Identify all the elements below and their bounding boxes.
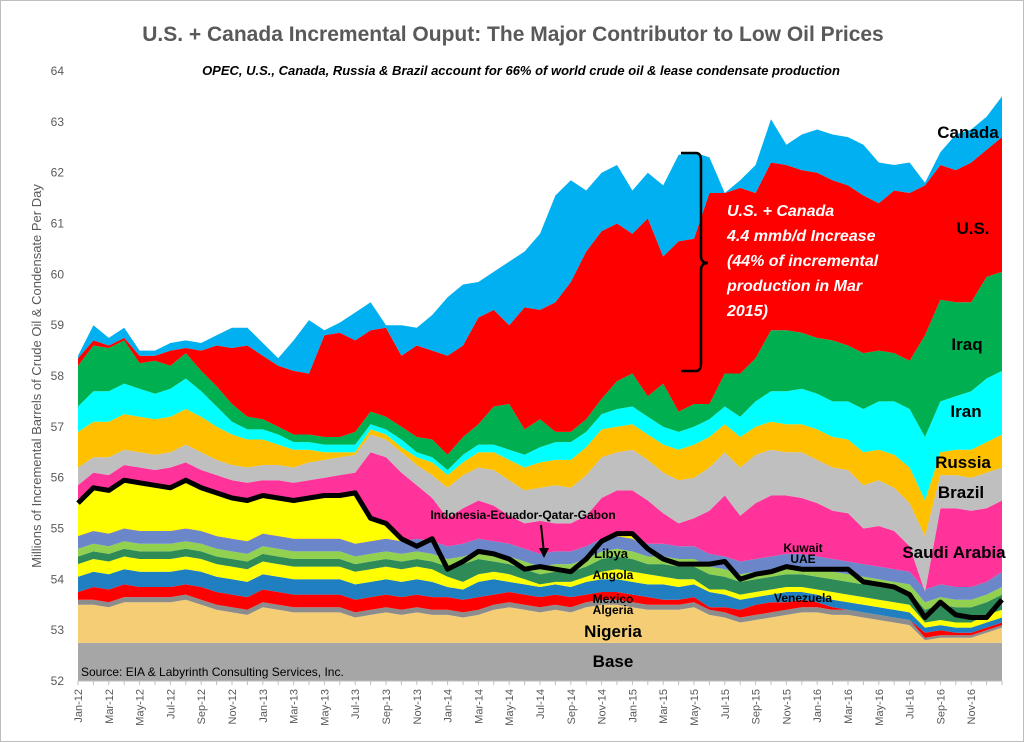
x-tick-label: Jan-13 xyxy=(258,689,270,723)
x-tick-label: Mar-14 xyxy=(473,689,485,724)
series-label-angola: Angola xyxy=(593,568,634,582)
y-tick-label: 54 xyxy=(51,572,65,586)
x-tick-label: May-12 xyxy=(135,689,147,726)
annotation-line-1: U.S. + Canada xyxy=(727,203,834,220)
x-tick-label: Jul-15 xyxy=(720,689,732,719)
x-tick-label: Nov-12 xyxy=(227,689,239,724)
y-tick-label: 58 xyxy=(51,369,65,383)
chart-title: U.S. + Canada Incremental Ouput: The Maj… xyxy=(142,23,884,46)
area-libya xyxy=(78,556,1002,628)
annotation-bracket xyxy=(681,151,709,373)
x-tick-label: Jul-13 xyxy=(350,689,362,719)
series-label-brazil: Brazil xyxy=(938,483,984,502)
x-tick-label: Sep-12 xyxy=(196,689,208,724)
area-saudi-arabia xyxy=(78,452,1002,592)
y-tick-label: 52 xyxy=(51,674,65,688)
x-tick-label: Jul-14 xyxy=(535,689,547,719)
y-tick-label: 61 xyxy=(51,217,65,231)
line-indonesia-ecuador-qatar-gabon xyxy=(76,477,1004,620)
y-tick-label: 62 xyxy=(51,166,65,180)
series-label-indonesia-ecuador-qatar-gabon: Indonesia-Ecuador-Qatar-Gabon xyxy=(430,508,615,522)
series-label-iran: Iran xyxy=(950,402,981,421)
y-axis-label: Millions of Incremental Barrels of Crude… xyxy=(29,184,44,568)
chart-subtitle: OPEC, U.S., Canada, Russia & Brazil acco… xyxy=(202,63,840,78)
x-tick-label: May-14 xyxy=(504,689,516,726)
x-tick-label: Jan-12 xyxy=(73,689,85,723)
x-tick-label: Mar-16 xyxy=(843,689,855,724)
series-label-canada: Canada xyxy=(937,123,999,142)
area-venezuela xyxy=(78,548,1002,623)
area-uae xyxy=(78,541,1002,610)
x-tick-label: Mar-13 xyxy=(289,689,301,724)
series-label-u-s-: U.S. xyxy=(956,219,989,238)
area-iran xyxy=(78,370,1002,501)
x-tick-label: Jan-14 xyxy=(443,689,455,723)
x-tick-label: Sep-16 xyxy=(935,689,947,724)
series-label-libya: Libya xyxy=(594,546,629,561)
x-tick-label: Nov-13 xyxy=(412,689,424,724)
x-tick-label: Jul-12 xyxy=(165,689,177,719)
y-tick-label: 60 xyxy=(51,267,65,281)
x-tick-label: Sep-13 xyxy=(381,689,393,724)
y-tick-label: 63 xyxy=(51,115,65,129)
y-tick-label: 57 xyxy=(51,420,65,434)
x-tick-label: Nov-14 xyxy=(597,689,609,724)
area-algeria xyxy=(78,594,1002,641)
series-label-nigeria: Nigeria xyxy=(584,622,642,641)
series-label-iraq: Iraq xyxy=(951,335,982,354)
y-tick-label: 53 xyxy=(51,623,65,637)
area-nigeria xyxy=(78,599,1002,643)
annotation-line-3: (44% of incremental xyxy=(727,253,879,270)
area-base xyxy=(78,642,1002,681)
area-libya-upper xyxy=(78,480,1002,618)
indonesia-pointer-arrow xyxy=(539,524,549,558)
annotation-text: U.S. + Canada 4.4 mmb/d Increase (44% of… xyxy=(726,203,879,320)
series-label-kuwait: Kuwait xyxy=(783,541,822,555)
annotation-line-2: 4.4 mmb/d Increase xyxy=(726,228,876,245)
y-tick-label: 55 xyxy=(51,522,65,536)
area-mexico xyxy=(78,584,1002,638)
x-tick-label: Sep-15 xyxy=(751,689,763,724)
series-label-saudi-arabia: Saudi Arabia xyxy=(902,543,1006,562)
area-u-s- xyxy=(78,137,1002,455)
series-label-algeria: Algeria xyxy=(593,603,634,617)
x-tick-label: May-16 xyxy=(874,689,886,726)
annotation-line-4: production in Mar xyxy=(726,278,863,295)
annotation-line-5: 2015) xyxy=(726,303,768,320)
series-label-venezuela: Venezuela xyxy=(774,591,832,605)
series-label-base: Base xyxy=(593,652,634,671)
x-tick-label: Mar-12 xyxy=(104,689,116,724)
axes: 52 53 54 55 56 57 58 59 60 61 62 63 64 Jan-12 Mar-12 Ma… xyxy=(51,64,1003,726)
area-canada xyxy=(78,96,1002,374)
x-tick-label: Sep-14 xyxy=(566,689,578,724)
x-tick-label: Jan-15 xyxy=(627,689,639,723)
area-angola xyxy=(78,569,1002,633)
x-tick-label: Nov-15 xyxy=(781,689,793,724)
series-label-mexico: Mexico xyxy=(593,592,634,606)
x-tick-label: Jan-16 xyxy=(812,689,824,723)
y-tick-label: 56 xyxy=(51,471,65,485)
y-tick-label: 59 xyxy=(51,318,65,332)
area-iraq xyxy=(78,271,1002,470)
area-russia xyxy=(78,409,1002,537)
series-label-russia: Russia xyxy=(935,453,991,472)
x-tick-label: Nov-16 xyxy=(966,689,978,724)
x-tick-label: May-13 xyxy=(319,689,331,726)
y-tick-label: 64 xyxy=(51,64,65,78)
x-tick-label: May-15 xyxy=(689,689,701,726)
source-note: Source: EIA & Labyrinth Consulting Servi… xyxy=(81,665,344,679)
plot-area xyxy=(76,96,1004,681)
x-tick-label: Mar-15 xyxy=(658,689,670,724)
area-brazil xyxy=(78,434,1002,592)
x-tick-label: Jul-16 xyxy=(905,689,917,719)
series-label-uae: UAE xyxy=(790,552,815,566)
